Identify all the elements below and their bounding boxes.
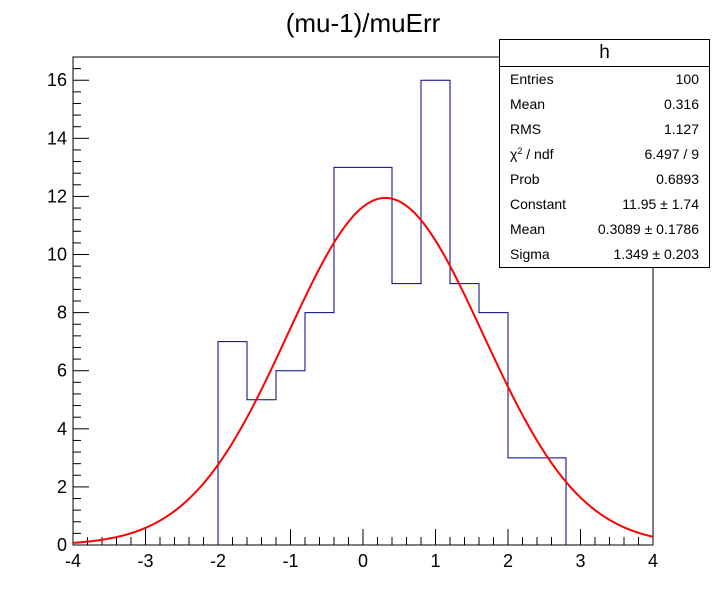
y-tick-labels: 0 2 4 6 8 10 12 14 16 <box>47 70 67 555</box>
x-tick-labels: -4 -3 -2 -1 0 1 2 3 4 <box>65 551 658 571</box>
y-tick-label: 4 <box>57 419 67 439</box>
stats-value: 1.349 ± 0.203 <box>613 246 699 262</box>
stats-value: 0.316 <box>663 96 699 112</box>
stats-value: 100 <box>675 71 699 87</box>
stats-value: 1.127 <box>663 121 699 137</box>
x-tick-label: -2 <box>210 551 226 571</box>
stats-value: 6.497 / 9 <box>644 146 700 162</box>
stats-value: 0.6893 <box>656 171 699 187</box>
stats-label: Mean <box>510 221 546 237</box>
x-tick-label: 0 <box>358 551 368 571</box>
x-tick-label: 2 <box>503 551 513 571</box>
y-tick-label: 2 <box>57 477 67 497</box>
histogram-outline <box>217 79 567 545</box>
axis-ticks <box>72 56 654 546</box>
x-tick-label: 3 <box>575 551 585 571</box>
stats-row-entries: Entries 100 <box>510 67 699 92</box>
stats-box-title: h <box>500 40 709 67</box>
y-tick-label: 6 <box>57 361 67 381</box>
x-tick-label: -4 <box>65 551 81 571</box>
stats-label: RMS <box>510 121 542 137</box>
stats-value: 0.3089 ± 0.1786 <box>597 221 699 237</box>
x-tick-label: 4 <box>648 551 658 571</box>
stats-label: Sigma <box>510 246 550 262</box>
stats-row-sigma: Sigma 1.349 ± 0.203 <box>510 242 699 267</box>
stats-box: h Entries 100 Mean 0.316 RMS 1.127 χ2 / … <box>499 39 710 268</box>
stats-row-fit-mean: Mean 0.3089 ± 0.1786 <box>510 217 699 242</box>
stats-label: Entries <box>510 71 554 87</box>
stats-row-rms: RMS 1.127 <box>510 117 699 142</box>
chart-title: (mu-1)/muErr <box>285 8 441 38</box>
y-tick-label: 10 <box>47 245 67 265</box>
y-tick-label: 14 <box>47 128 67 148</box>
y-tick-label: 12 <box>47 186 67 206</box>
stats-label: Mean <box>510 96 546 112</box>
stats-row-chi2-ndf: χ2 / ndf 6.497 / 9 <box>510 142 699 167</box>
y-tick-label: 0 <box>57 535 67 555</box>
y-tick-label: 16 <box>47 70 67 90</box>
stats-value: 11.95 ± 1.74 <box>622 196 699 212</box>
x-tick-label: -3 <box>137 551 153 571</box>
gaussian-fit-curve <box>72 196 654 544</box>
stats-row-mean: Mean 0.316 <box>510 92 699 117</box>
stats-label: Prob <box>510 171 540 187</box>
stats-label: χ2 / ndf <box>510 146 554 162</box>
y-tick-label: 8 <box>57 303 67 323</box>
stats-label: Constant <box>510 196 567 212</box>
stats-row-prob: Prob 0.6893 <box>510 167 699 192</box>
x-tick-label: -1 <box>282 551 298 571</box>
stats-row-constant: Constant 11.95 ± 1.74 <box>510 192 699 217</box>
x-tick-label: 1 <box>430 551 440 571</box>
